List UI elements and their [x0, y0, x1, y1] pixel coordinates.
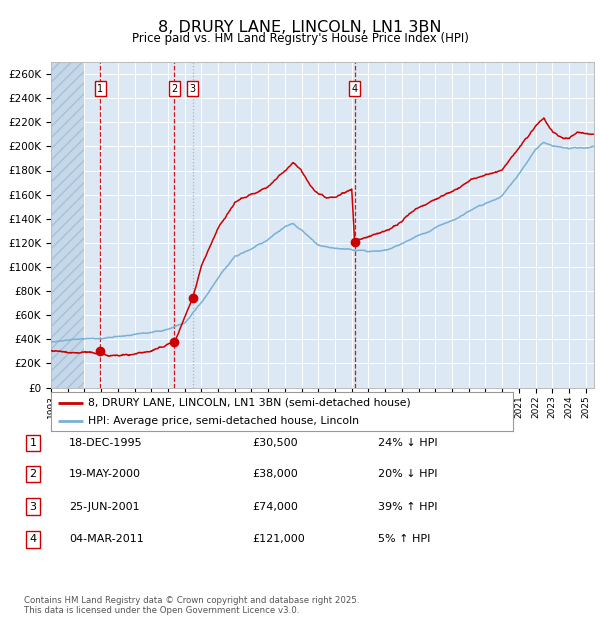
Text: 4: 4: [29, 534, 37, 544]
Text: 3: 3: [190, 84, 196, 94]
Text: £74,000: £74,000: [252, 502, 298, 512]
Text: 8, DRURY LANE, LINCOLN, LN1 3BN: 8, DRURY LANE, LINCOLN, LN1 3BN: [158, 20, 442, 35]
Text: 4: 4: [352, 84, 358, 94]
Text: Contains HM Land Registry data © Crown copyright and database right 2025.
This d: Contains HM Land Registry data © Crown c…: [24, 596, 359, 615]
Bar: [51, 62, 85, 388]
Text: 19-MAY-2000: 19-MAY-2000: [69, 469, 141, 479]
Text: 24% ↓ HPI: 24% ↓ HPI: [378, 438, 437, 448]
Text: 1: 1: [29, 438, 37, 448]
Text: 1: 1: [97, 84, 104, 94]
Text: 18-DEC-1995: 18-DEC-1995: [69, 438, 143, 448]
Text: £38,000: £38,000: [252, 469, 298, 479]
Text: 39% ↑ HPI: 39% ↑ HPI: [378, 502, 437, 512]
Text: 20% ↓ HPI: 20% ↓ HPI: [378, 469, 437, 479]
Text: 5% ↑ HPI: 5% ↑ HPI: [378, 534, 430, 544]
Text: 3: 3: [29, 502, 37, 512]
Text: 2: 2: [29, 469, 37, 479]
Text: £30,500: £30,500: [252, 438, 298, 448]
Text: Price paid vs. HM Land Registry's House Price Index (HPI): Price paid vs. HM Land Registry's House …: [131, 32, 469, 45]
Text: HPI: Average price, semi-detached house, Lincoln: HPI: Average price, semi-detached house,…: [88, 415, 359, 425]
Text: 25-JUN-2001: 25-JUN-2001: [69, 502, 140, 512]
Text: 8, DRURY LANE, LINCOLN, LN1 3BN (semi-detached house): 8, DRURY LANE, LINCOLN, LN1 3BN (semi-de…: [88, 398, 411, 408]
Text: £121,000: £121,000: [252, 534, 305, 544]
Text: 2: 2: [171, 84, 178, 94]
Text: 04-MAR-2011: 04-MAR-2011: [69, 534, 144, 544]
